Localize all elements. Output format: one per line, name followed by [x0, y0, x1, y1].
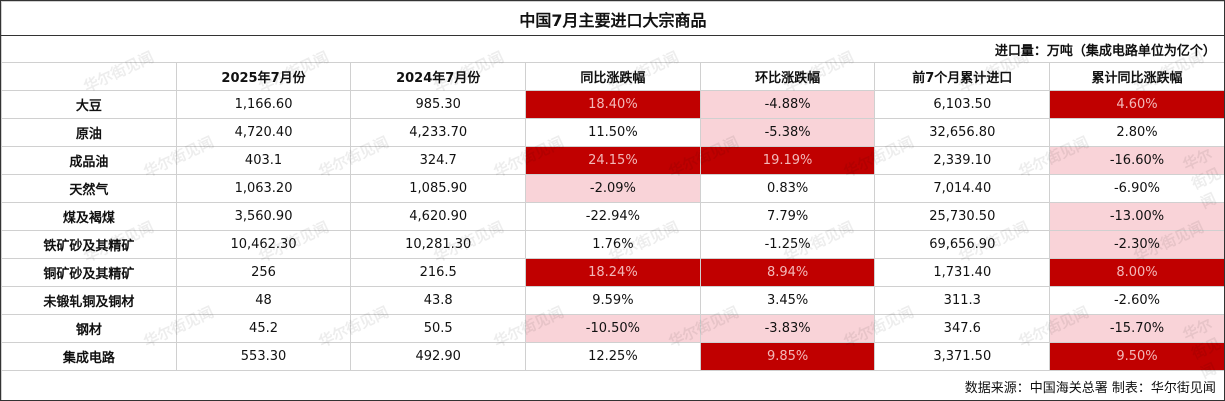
data-cell: 48 — [175, 286, 352, 315]
data-cell: 10,281.30 — [350, 230, 527, 259]
data-cell: 32,656.80 — [874, 118, 1051, 147]
data-cell: 25,730.50 — [874, 202, 1051, 231]
row-label: 成品油 — [1, 146, 177, 175]
data-cell: 4,233.70 — [350, 118, 527, 147]
row-label: 钢材 — [1, 314, 177, 343]
data-cell: 1,731.40 — [874, 258, 1051, 287]
data-cell: 2,339.10 — [874, 146, 1051, 175]
data-cell: -3.83% — [699, 314, 876, 343]
data-cell: 11.50% — [525, 118, 701, 147]
row-label: 大豆 — [1, 90, 177, 119]
data-cell: 1.76% — [525, 230, 701, 259]
data-cell: -6.90% — [1049, 174, 1224, 203]
title: 中国7月主要进口大宗商品 — [1, 1, 1224, 36]
data-cell: 8.94% — [699, 258, 876, 287]
data-cell: 24.15% — [525, 146, 701, 175]
row-label: 集成电路 — [1, 342, 177, 371]
row-label: 未锻轧铜及铜材 — [1, 286, 177, 315]
data-cell: 403.1 — [175, 146, 352, 175]
data-cell: 553.30 — [175, 342, 352, 371]
data-cell: -13.00% — [1049, 202, 1224, 231]
footer: 数据来源：中国海关总署 制表：华尔街见闻 — [1, 370, 1224, 400]
data-row: 集成电路 553.30 492.90 12.25% 9.85% 3,371.50 9.50% — [1, 342, 1224, 371]
data-cell: 7,014.40 — [874, 174, 1051, 203]
data-cell: 324.7 — [350, 146, 527, 175]
data-row: 未锻轧铜及铜材 48 43.8 9.59% 3.45% 311.3 -2.60% — [1, 286, 1224, 315]
data-cell: -2.09% — [525, 174, 701, 203]
row-label: 铜矿砂及其精矿 — [1, 258, 177, 287]
data-row: 原油 4,720.40 4,233.70 11.50% -5.38% 32,656.80 2… — [1, 118, 1224, 147]
data-cell: 18.40% — [525, 90, 701, 119]
data-cell: -1.25% — [699, 230, 876, 259]
data-cell: 3,371.50 — [874, 342, 1051, 371]
header-row: 2025年7月份 2024年7月份 同比涨跌幅 环比涨跌幅 前7个月累计进口 累计同比涨跌… — [1, 62, 1224, 91]
data-cell: 347.6 — [874, 314, 1051, 343]
data-row: 煤及褐煤 3,560.90 4,620.90 -22.94% 7.79% 25,730.5… — [1, 202, 1224, 231]
data-cell: 10,462.30 — [175, 230, 352, 259]
data-row: 成品油 403.1 324.7 24.15% 19.19% 2,339.10 -16.60% — [1, 146, 1224, 175]
header-cell: 2025年7月份 — [175, 62, 352, 91]
data-cell: -5.38% — [699, 118, 876, 147]
data-cell: -2.30% — [1049, 230, 1224, 259]
row-label: 铁矿砂及其精矿 — [1, 230, 177, 259]
data-row: 大豆 1,166.60 985.30 18.40% -4.88% 6,103.50 4.60… — [1, 90, 1224, 119]
data-cell: 4.60% — [1049, 90, 1224, 119]
data-cell: -16.60% — [1049, 146, 1224, 175]
data-cell: -10.50% — [525, 314, 701, 343]
header-cell: 前7个月累计进口 — [874, 62, 1051, 91]
data-cell: 4,720.40 — [175, 118, 352, 147]
footer-row: 数据来源：中国海关总署 制表：华尔街见闻 — [1, 370, 1224, 400]
data-row: 钢材 45.2 50.5 -10.50% -3.83% 347.6 -15.70% — [1, 314, 1224, 343]
data-cell: 12.25% — [525, 342, 701, 371]
data-cell: 9.50% — [1049, 342, 1224, 371]
data-cell: 7.79% — [699, 202, 876, 231]
data-cell: 18.24% — [525, 258, 701, 287]
data-cell: 216.5 — [350, 258, 527, 287]
data-cell: -22.94% — [525, 202, 701, 231]
data-cell: 2.80% — [1049, 118, 1224, 147]
data-cell: 1,063.20 — [175, 174, 352, 203]
row-label: 煤及褐煤 — [1, 202, 177, 231]
data-cell: 43.8 — [350, 286, 527, 315]
data-cell: 69,656.90 — [874, 230, 1051, 259]
header-cell — [1, 62, 177, 91]
data-cell: 256 — [175, 258, 352, 287]
row-label: 原油 — [1, 118, 177, 147]
data-cell: 9.59% — [525, 286, 701, 315]
header-cell: 环比涨跌幅 — [699, 62, 876, 91]
header-cell: 2024年7月份 — [350, 62, 527, 91]
data-cell: 19.19% — [699, 146, 876, 175]
data-cell: 3.45% — [699, 286, 876, 315]
row-label: 天然气 — [1, 174, 177, 203]
data-cell: -2.60% — [1049, 286, 1224, 315]
data-row: 铜矿砂及其精矿 256 216.5 18.24% 8.94% 1,731.40 8.00% — [1, 258, 1224, 287]
data-cell: 4,620.90 — [350, 202, 527, 231]
data-cell: 6,103.50 — [874, 90, 1051, 119]
data-cell: -15.70% — [1049, 314, 1224, 343]
unit-note: 进口量：万吨（集成电路单位为亿个） — [1, 35, 1224, 63]
data-cell: 9.85% — [699, 342, 876, 371]
data-cell: 45.2 — [175, 314, 352, 343]
data-cell: 985.30 — [350, 90, 527, 119]
header-cell: 累计同比涨跌幅 — [1049, 62, 1224, 91]
data-cell: 50.5 — [350, 314, 527, 343]
data-cell: 0.83% — [699, 174, 876, 203]
data-cell: 8.00% — [1049, 258, 1224, 287]
data-cell: 311.3 — [874, 286, 1051, 315]
data-cell: 1,166.60 — [175, 90, 352, 119]
data-cell: 492.90 — [350, 342, 527, 371]
header-cell: 同比涨跌幅 — [525, 62, 701, 91]
data-cell: 1,085.90 — [350, 174, 527, 203]
data-cell: 3,560.90 — [175, 202, 352, 231]
data-row: 铁矿砂及其精矿 10,462.30 10,281.30 1.76% -1.25% 69,6… — [1, 230, 1224, 259]
data-cell: -4.88% — [699, 90, 876, 119]
data-row: 天然气 1,063.20 1,085.90 -2.09% 0.83% 7,014.40 -6… — [1, 174, 1224, 203]
